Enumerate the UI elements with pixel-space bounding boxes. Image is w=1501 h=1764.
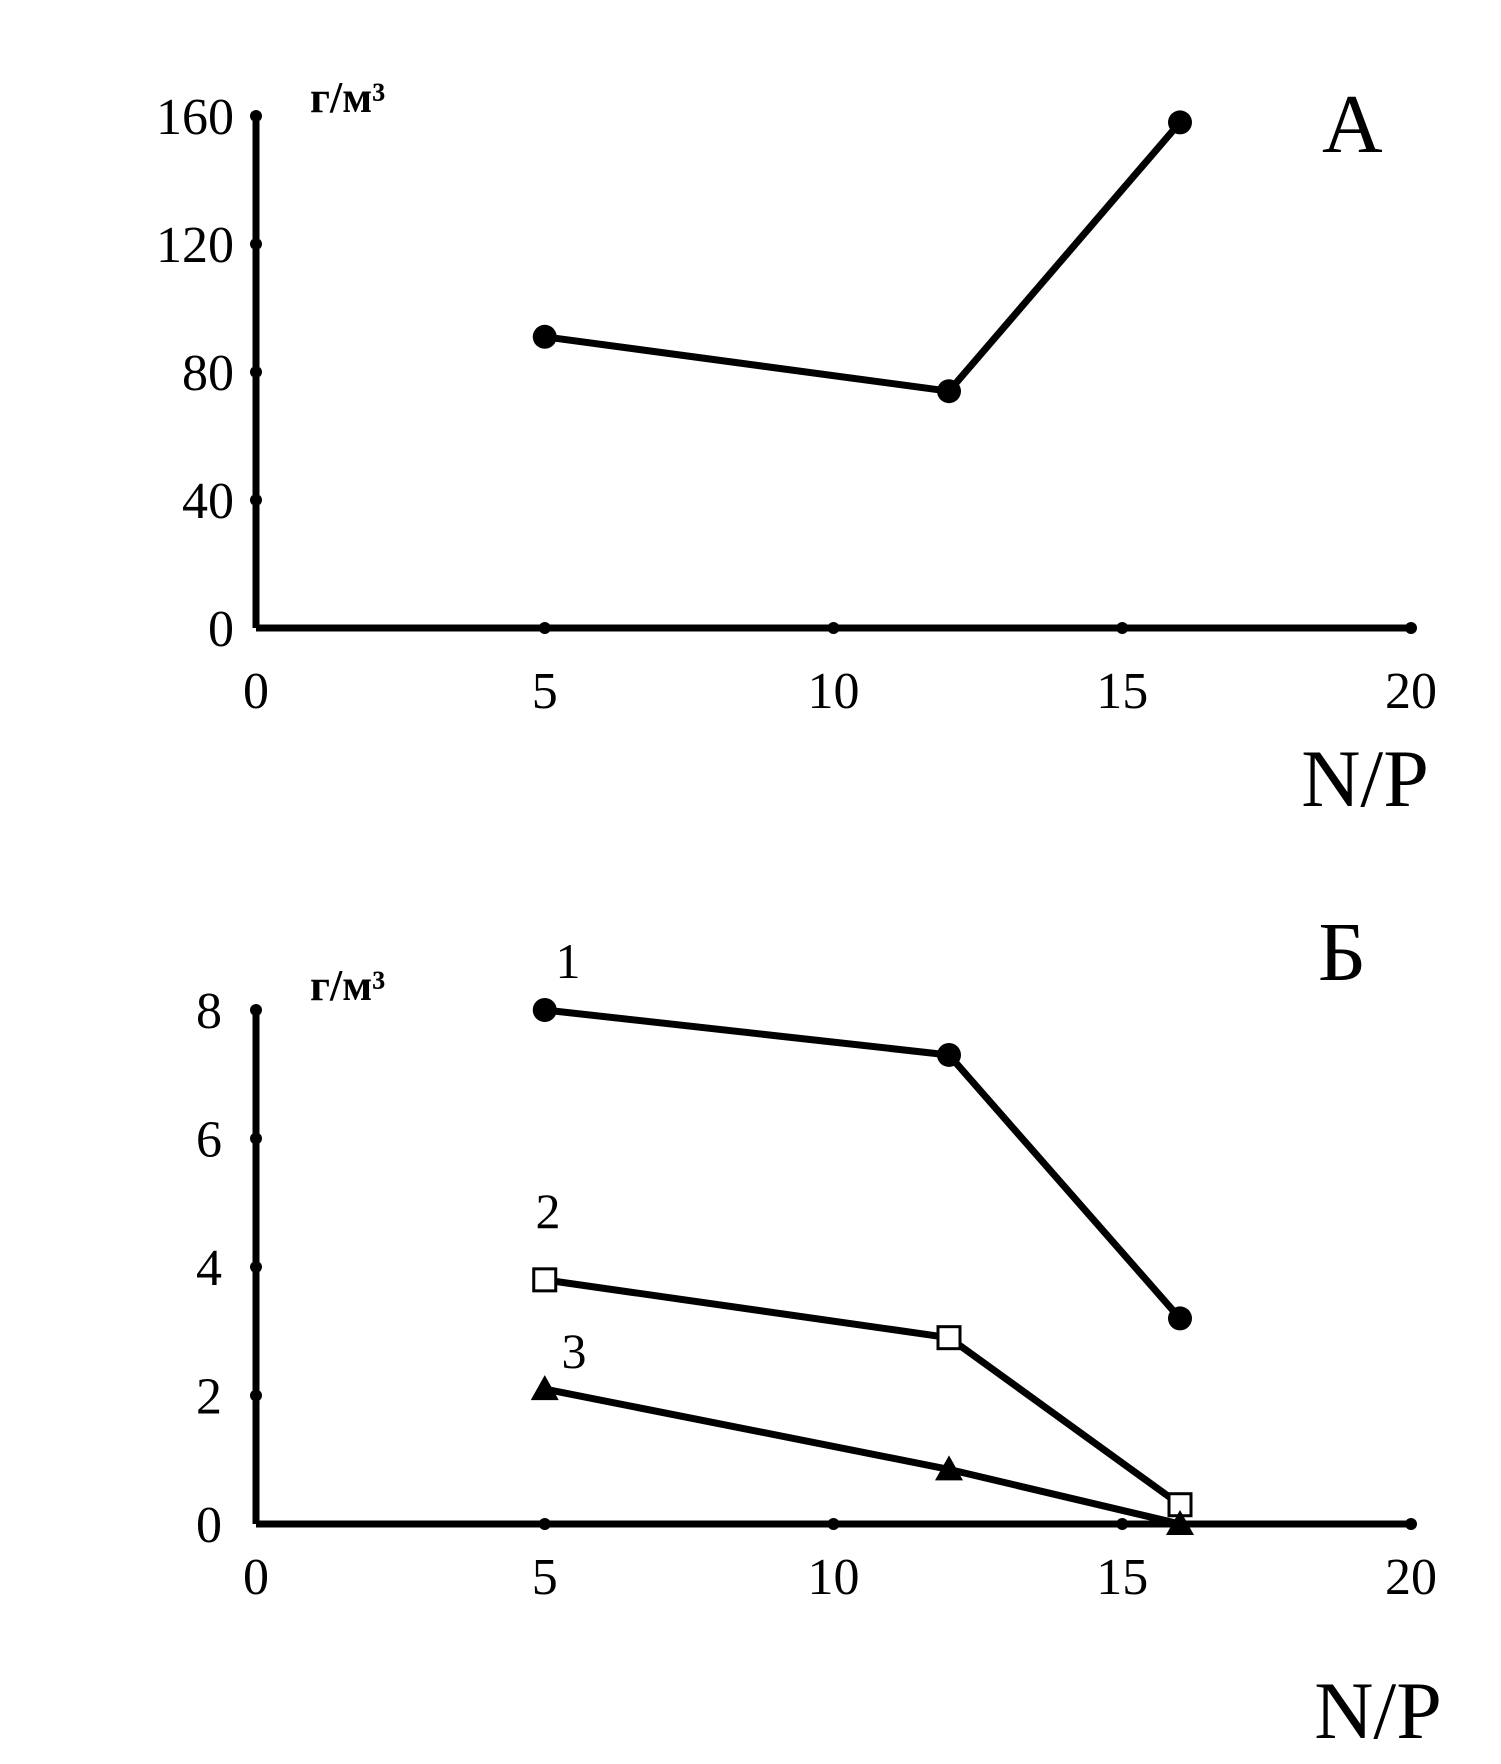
y-tick-mark xyxy=(250,238,262,250)
series-1-point xyxy=(1168,1306,1192,1331)
x-tick-mark xyxy=(538,622,551,634)
panel-letter: А xyxy=(1322,78,1383,171)
series-2-label: 2 xyxy=(536,1183,561,1239)
x-tick-label: 20 xyxy=(1385,1549,1437,1606)
series-1-line xyxy=(544,1006,1183,1321)
series-1-point xyxy=(532,324,557,349)
series-3-label: 3 xyxy=(562,1323,587,1379)
x-tick-label: 5 xyxy=(532,663,558,720)
x-tick-mark xyxy=(1116,1518,1129,1530)
y-tick-label: 40 xyxy=(182,473,234,530)
y-tick-label: 0 xyxy=(196,1497,222,1554)
y-tick-mark xyxy=(250,366,262,378)
series-1-point xyxy=(937,1042,961,1067)
x-tick-mark xyxy=(1405,1518,1417,1530)
y-tick-label: 120 xyxy=(156,217,234,274)
series-1-line xyxy=(544,120,1183,395)
series-1-point xyxy=(532,998,557,1022)
y-tick-label: 6 xyxy=(196,1112,222,1169)
y-tick-label: 8 xyxy=(196,983,222,1040)
y-axis-unit-label: г/м³ xyxy=(310,961,385,1010)
x-tick-label: 10 xyxy=(808,663,860,720)
y-tick-label: 160 xyxy=(156,89,234,146)
series-2-point xyxy=(936,1325,962,1351)
series-1-point xyxy=(1168,110,1192,135)
y-tick-mark xyxy=(250,1132,262,1145)
x-tick-mark xyxy=(1116,622,1129,634)
series-3-point xyxy=(935,1455,963,1481)
x-tick-label: 0 xyxy=(243,663,269,720)
y-tick-mark xyxy=(250,494,262,506)
panel-a: 0 5 10 15 20 0 40 80 120 160 г/м³ А N/P xyxy=(156,73,1437,824)
series-1-label: 1 xyxy=(556,933,581,989)
series-2-line xyxy=(544,1276,1183,1508)
x-axis-title: N/P xyxy=(1314,1665,1442,1756)
y-tick-mark xyxy=(250,1004,262,1016)
x-tick-mark xyxy=(1405,622,1417,634)
x-tick-mark xyxy=(538,1518,551,1530)
x-tick-mark xyxy=(827,1518,840,1530)
series-2-point xyxy=(532,1267,558,1293)
y-tick-label: 2 xyxy=(196,1369,222,1426)
series-3-line xyxy=(544,1385,1181,1528)
series-3-point xyxy=(530,1375,559,1401)
x-tick-label: 15 xyxy=(1096,663,1148,720)
x-tick-label: 15 xyxy=(1096,1549,1148,1606)
series-1-point xyxy=(937,379,961,404)
y-tick-label: 0 xyxy=(208,601,234,658)
panel-b: 0 5 10 15 20 0 2 4 6 8 г/м³ Б N/P 1 2 3 xyxy=(196,906,1442,1756)
x-tick-label: 0 xyxy=(243,1549,269,1606)
x-tick-label: 20 xyxy=(1385,663,1437,720)
y-tick-label: 4 xyxy=(196,1240,222,1297)
y-tick-mark xyxy=(250,1389,262,1402)
series-3-point xyxy=(1166,1510,1194,1535)
x-tick-mark xyxy=(827,622,840,634)
y-tick-mark xyxy=(250,1261,262,1273)
x-axis-title: N/P xyxy=(1301,733,1429,824)
y-tick-mark xyxy=(250,110,262,122)
x-tick-label: 5 xyxy=(532,1549,558,1606)
y-tick-label: 80 xyxy=(182,345,234,402)
panel-letter: Б xyxy=(1318,906,1366,999)
y-axis-unit-label: г/м³ xyxy=(310,73,385,122)
x-tick-label: 10 xyxy=(808,1549,860,1606)
